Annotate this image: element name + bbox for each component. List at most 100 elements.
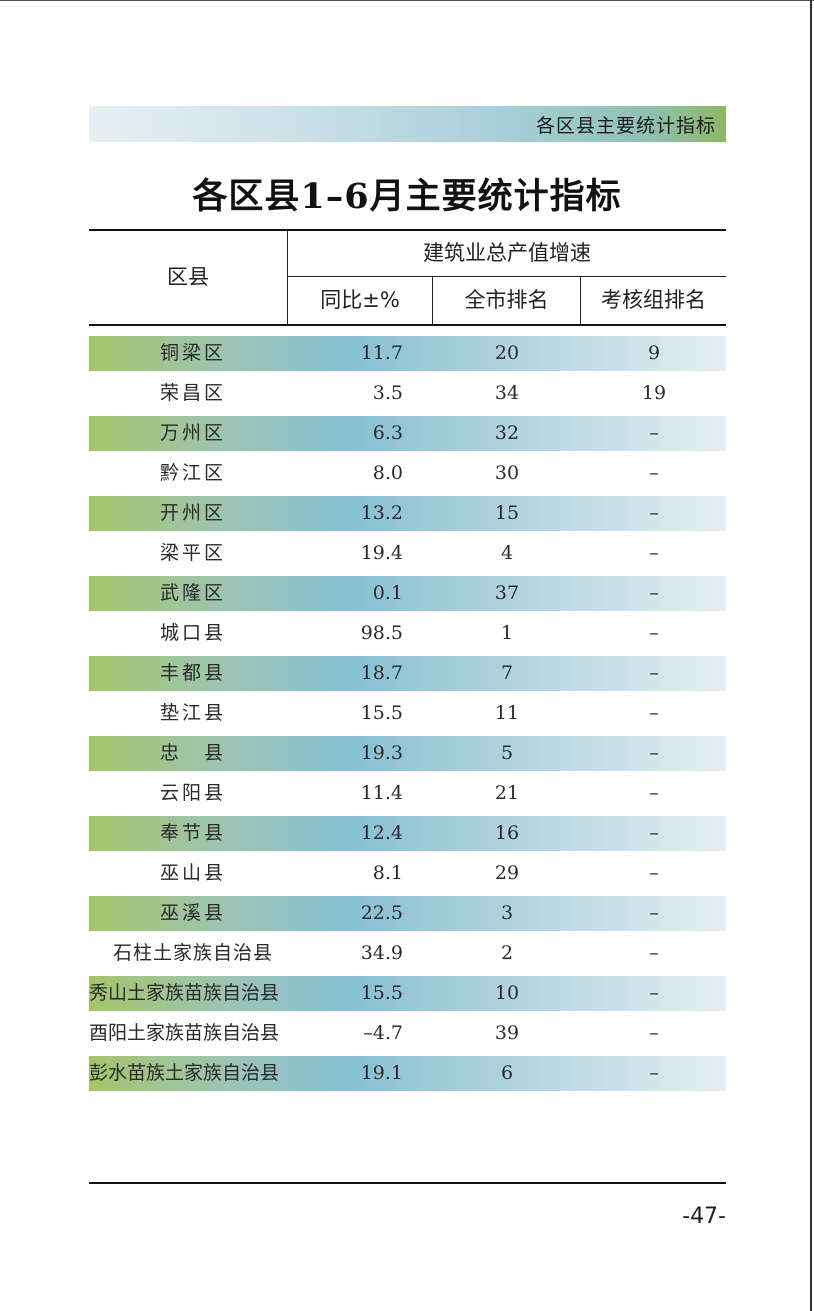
- table-row: 秀山土家族苗族自治县 15.5 10 –: [89, 976, 726, 1011]
- header-city-rank: 全市排名: [464, 288, 549, 312]
- district-name: 石柱土家族自治县: [112, 942, 273, 964]
- city-rank-value: 6: [500, 1062, 514, 1084]
- city-rank-value: 21: [494, 782, 520, 804]
- header-yoy: 同比±%: [320, 288, 400, 312]
- district-name: 开州区: [159, 502, 226, 524]
- group-rank-value: –: [649, 462, 659, 484]
- city-rank-value: 20: [494, 342, 520, 364]
- table-row: 忠 县 19.3 5 –: [89, 736, 726, 771]
- table-row: 云阳县 11.4 21 –: [89, 776, 726, 811]
- table-row: 梁平区 19.4 4 –: [89, 536, 726, 571]
- city-rank-value: 10: [494, 982, 520, 1004]
- city-rank-value: 7: [500, 662, 514, 684]
- yoy-value: 12.4: [360, 822, 403, 844]
- group-rank-value: –: [649, 942, 659, 964]
- table-row: 武隆区 0.1 37 –: [89, 576, 726, 611]
- city-rank-value: 3: [500, 902, 514, 924]
- district-name: 酉阳土家族苗族自治县: [89, 1022, 280, 1044]
- page-title: 各区县1–6月主要统计指标: [192, 176, 622, 217]
- district-name: 彭水苗族土家族自治县: [89, 1062, 280, 1084]
- city-rank-value: 11: [494, 702, 520, 724]
- group-rank-value: –: [649, 582, 659, 604]
- yoy-value: 11.4: [360, 782, 403, 804]
- group-rank-value: –: [649, 502, 659, 524]
- yoy-value: 22.5: [360, 902, 403, 924]
- yoy-value: 8.1: [372, 862, 403, 884]
- yoy-value: 15.5: [360, 702, 403, 724]
- district-name: 巫溪县: [159, 902, 226, 924]
- group-rank-value: –: [649, 542, 659, 564]
- district-name: 万州区: [159, 422, 226, 444]
- group-rank-value: –: [649, 782, 659, 804]
- header-divider: [432, 277, 433, 324]
- group-rank-value: –: [649, 742, 659, 764]
- yoy-value: 8.0: [372, 462, 403, 484]
- group-rank-value: –: [649, 1062, 659, 1084]
- city-rank-value: 2: [500, 942, 514, 964]
- table-row: 城口县 98.5 1 –: [89, 616, 726, 651]
- yoy-value: 15.5: [360, 982, 403, 1004]
- group-rank-value: –: [649, 422, 659, 444]
- yoy-value: 13.2: [360, 502, 403, 524]
- group-rank-value: –: [649, 902, 659, 924]
- table-row: 黔江区 8.0 30 –: [89, 456, 726, 491]
- section-banner-text: 各区县主要统计指标: [535, 114, 716, 137]
- header-group-rank: 考核组排名: [601, 288, 706, 312]
- group-rank-value: 19: [641, 382, 667, 404]
- district-name: 忠 县: [159, 742, 226, 764]
- yoy-value: –4.7: [363, 1022, 403, 1044]
- city-rank-value: 5: [500, 742, 514, 764]
- district-name: 城口县: [159, 622, 226, 644]
- section-banner: 各区县主要统计指标: [89, 106, 726, 142]
- table-row: 奉节县 12.4 16 –: [89, 816, 726, 851]
- table-row: 荣昌区 3.5 34 19: [89, 376, 726, 411]
- table-row: 铜梁区 11.7 20 9: [89, 336, 726, 371]
- page-top-border: [0, 0, 814, 1]
- district-name: 黔江区: [159, 462, 226, 484]
- header-district: 区县: [167, 265, 209, 289]
- city-rank-value: 34: [494, 382, 520, 404]
- table-row: 开州区 13.2 15 –: [89, 496, 726, 531]
- table-row: 酉阳土家族苗族自治县 –4.7 39 –: [89, 1016, 726, 1051]
- district-name: 丰都县: [159, 662, 226, 684]
- district-name: 武隆区: [159, 582, 226, 604]
- header-divider: [580, 277, 581, 324]
- group-rank-value: –: [649, 822, 659, 844]
- page-bottom-rule: [89, 1182, 726, 1184]
- city-rank-value: 37: [494, 582, 520, 604]
- city-rank-value: 4: [500, 542, 514, 564]
- header-construction-growth: 建筑业总产值增速: [423, 241, 591, 265]
- yoy-value: 19.1: [360, 1062, 403, 1084]
- district-name: 铜梁区: [159, 342, 226, 364]
- district-name: 荣昌区: [159, 382, 226, 404]
- yoy-value: 0.1: [372, 582, 403, 604]
- city-rank-value: 1: [500, 622, 514, 644]
- header-divider: [287, 231, 288, 324]
- group-rank-value: –: [649, 662, 659, 684]
- group-rank-value: –: [649, 622, 659, 644]
- group-rank-value: –: [649, 862, 659, 884]
- group-rank-value: –: [649, 702, 659, 724]
- table-row: 巫溪县 22.5 3 –: [89, 896, 726, 931]
- district-name: 垫江县: [159, 702, 226, 724]
- yoy-value: 11.7: [360, 342, 403, 364]
- group-rank-value: –: [649, 1022, 659, 1044]
- district-name: 梁平区: [159, 542, 226, 564]
- city-rank-value: 39: [494, 1022, 520, 1044]
- table-top-rule: [89, 229, 726, 231]
- yoy-value: 18.7: [360, 662, 403, 684]
- city-rank-value: 16: [494, 822, 520, 844]
- yoy-value: 3.5: [372, 382, 403, 404]
- page-right-border: [810, 0, 812, 1311]
- district-name: 云阳县: [159, 782, 226, 804]
- table-header-bottom-rule: [89, 324, 726, 326]
- yoy-value: 6.3: [372, 422, 403, 444]
- table-header-mid-rule: [288, 276, 726, 277]
- group-rank-value: 9: [647, 342, 661, 364]
- table-row: 丰都县 18.7 7 –: [89, 656, 726, 691]
- table-row: 彭水苗族土家族自治县 19.1 6 –: [89, 1056, 726, 1091]
- table-row: 垫江县 15.5 11 –: [89, 696, 726, 731]
- page-number: -47-: [682, 1204, 726, 1229]
- city-rank-value: 15: [494, 502, 520, 524]
- group-rank-value: –: [649, 982, 659, 1004]
